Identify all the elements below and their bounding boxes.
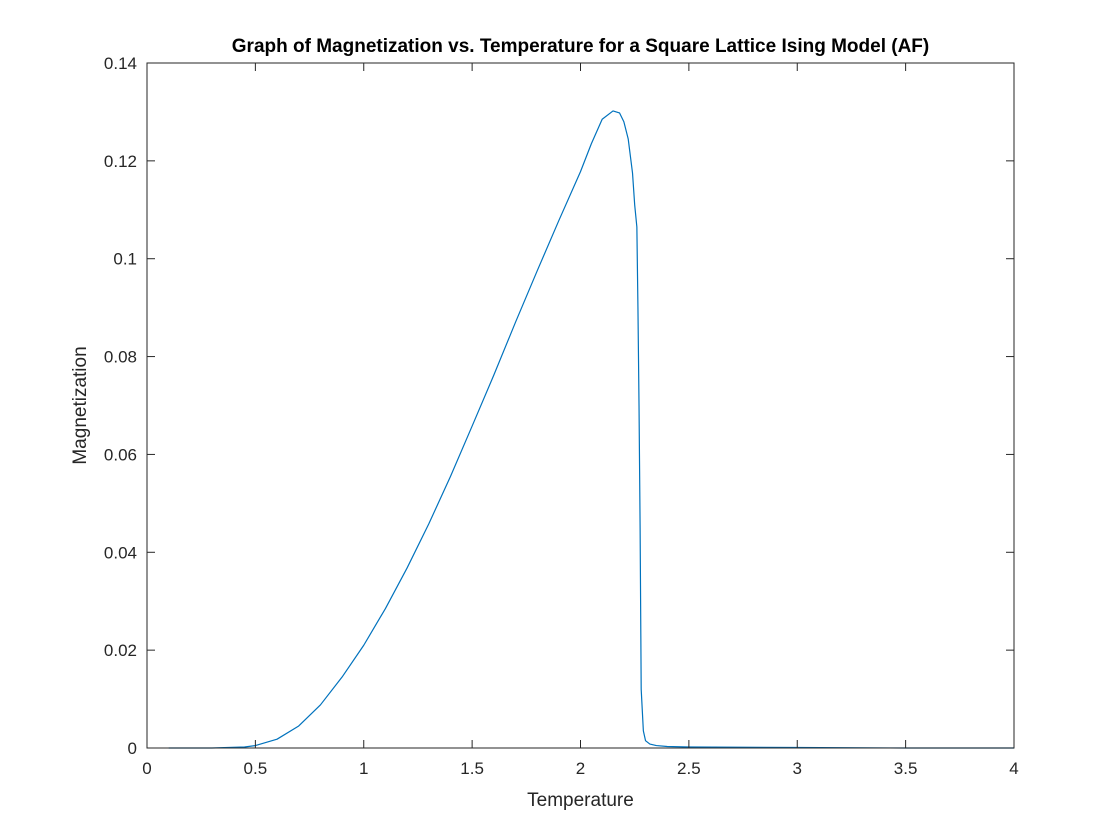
x-axis-label: Temperature (527, 790, 634, 811)
series-layer (168, 110, 1014, 749)
series-line-0 (168, 110, 1014, 749)
x-tick-label: 0 (142, 759, 151, 778)
x-tick-label: 1 (359, 759, 368, 778)
y-tick-label: 0.06 (104, 445, 137, 464)
y-tick-label: 0.08 (104, 348, 137, 367)
y-tick-label: 0 (128, 739, 137, 758)
x-tick-label: 3 (793, 759, 802, 778)
y-axis-label: Magnetization (70, 346, 91, 464)
chart-title: Graph of Magnetization vs. Temperature f… (232, 36, 929, 57)
x-tick-label: 2.5 (677, 759, 701, 778)
y-tick-label: 0.02 (104, 641, 137, 660)
plot-area (147, 63, 1014, 748)
x-tick-label: 1.5 (460, 759, 484, 778)
y-tick-label: 0.14 (104, 54, 137, 73)
x-tick-label: 4 (1009, 759, 1018, 778)
y-tick-label: 0.12 (104, 152, 137, 171)
x-tick-label: 0.5 (244, 759, 268, 778)
x-tick-label: 2 (576, 759, 585, 778)
x-tick-label: 3.5 (894, 759, 918, 778)
y-ticks: 0 0.02 0.04 0.06 0.08 0.1 0.12 0.14 (104, 54, 1014, 758)
y-tick-label: 0.1 (113, 250, 137, 269)
y-tick-label: 0.04 (104, 543, 137, 562)
x-ticks: 0 0.5 1 1.5 2 2.5 3 3.5 4 (142, 63, 1019, 778)
